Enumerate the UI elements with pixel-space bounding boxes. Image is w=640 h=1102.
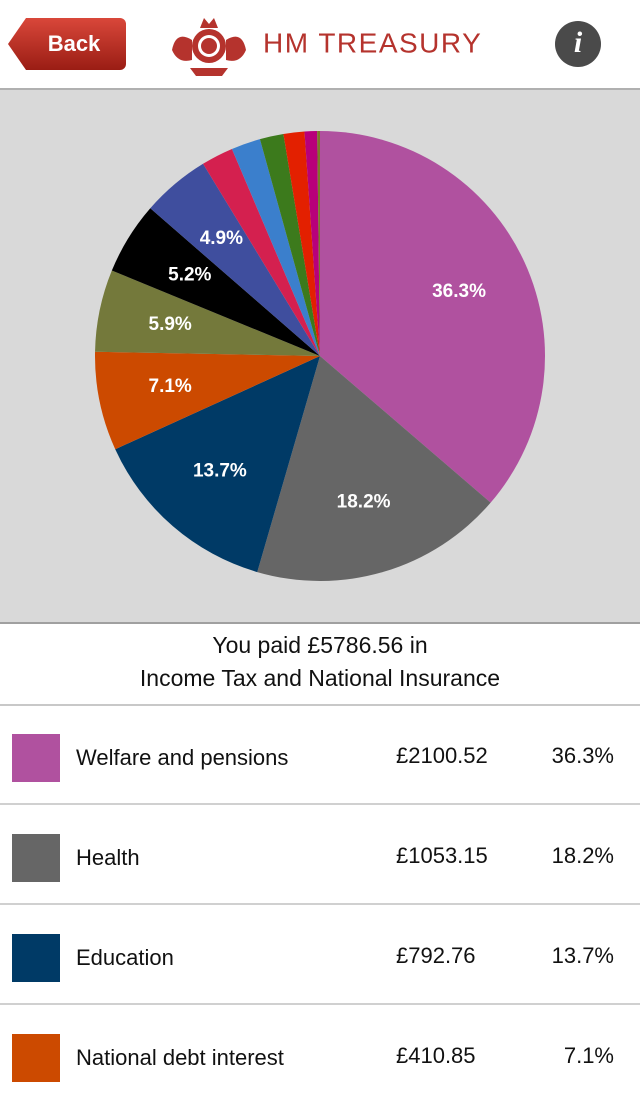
pie-slice xyxy=(304,131,320,356)
pie-slice xyxy=(283,131,320,356)
crest xyxy=(172,18,246,76)
legend-swatch xyxy=(12,734,60,782)
pie-slice xyxy=(320,131,546,503)
summary-line: Income Tax and National Insurance xyxy=(140,665,500,691)
pie-slice xyxy=(257,356,491,582)
pie-slice xyxy=(203,148,320,356)
info-icon[interactable]: i xyxy=(574,26,583,59)
legend-swatch xyxy=(12,934,60,982)
slice-label: 18.2% xyxy=(337,492,391,513)
pie-slice xyxy=(150,163,320,356)
pie-slice xyxy=(111,208,320,356)
app-title: HM TREASURY xyxy=(263,27,482,58)
amount: £1053.15 xyxy=(396,843,488,868)
slice-label: 4.9% xyxy=(200,228,243,249)
category-name: National debt interest xyxy=(76,1045,284,1070)
pie-slice xyxy=(231,139,320,356)
slice-label: 7.1% xyxy=(149,376,192,397)
pie-slice xyxy=(259,133,320,356)
percentage: 36.3% xyxy=(552,743,614,768)
amount: £410.85 xyxy=(396,1043,476,1068)
slice-label: 36.3% xyxy=(432,281,486,302)
category-name: Welfare and pensions xyxy=(76,745,288,770)
legend-swatch xyxy=(12,834,60,882)
percentage: 13.7% xyxy=(552,943,614,968)
slice-label: 13.7% xyxy=(193,461,247,482)
amount: £2100.52 xyxy=(396,743,488,768)
category-name: Health xyxy=(76,845,140,870)
amount: £792.76 xyxy=(396,943,476,968)
category-name: Education xyxy=(76,945,174,970)
pie-slice xyxy=(115,356,320,573)
slice-label: 5.9% xyxy=(149,314,192,335)
slice-label: 5.2% xyxy=(168,265,211,286)
percentage: 18.2% xyxy=(552,843,614,868)
pie-slice xyxy=(95,351,320,450)
info-button[interactable] xyxy=(555,21,601,67)
pie-slice xyxy=(317,131,320,356)
summary-line: You paid £5786.56 in xyxy=(212,632,427,658)
percentage: 7.1% xyxy=(564,1043,614,1068)
legend-swatch xyxy=(12,1034,60,1082)
pie-slice xyxy=(95,270,320,356)
back-button[interactable] xyxy=(8,18,126,70)
back-label[interactable]: Back xyxy=(48,31,101,56)
